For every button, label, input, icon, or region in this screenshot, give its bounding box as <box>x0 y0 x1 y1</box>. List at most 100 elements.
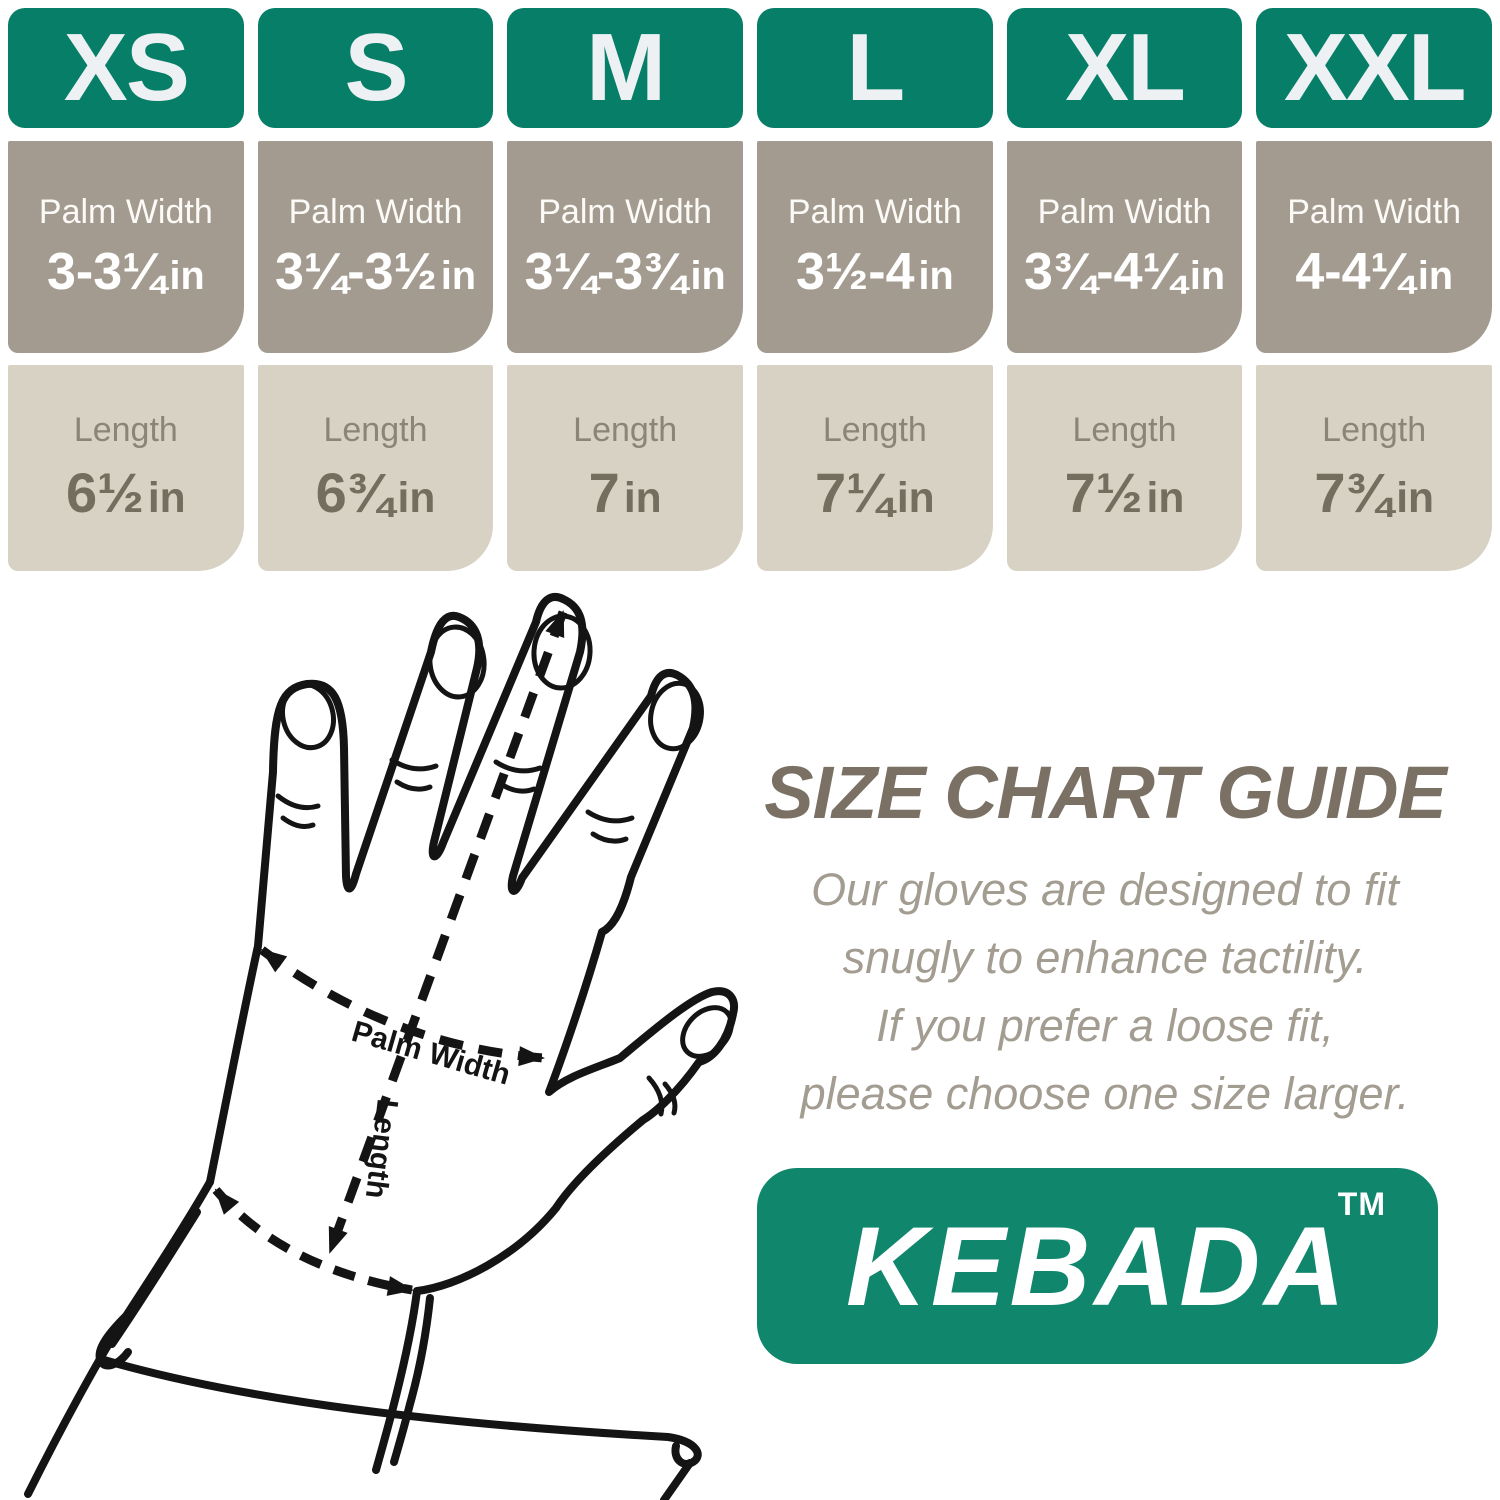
value-unit: in <box>147 474 186 522</box>
length-label: Length <box>323 411 428 449</box>
palm-width-value: 3¼-3½ in <box>275 242 476 302</box>
length-value: 7¼in <box>815 460 935 525</box>
guide-title: SIZE CHART GUIDE <box>764 751 1447 834</box>
value-unit: in <box>918 253 954 298</box>
value-number: 3¼-3½ <box>274 242 437 301</box>
length-value: 6½in <box>66 460 186 525</box>
value-unit: in <box>169 253 205 298</box>
palm-width-value: 3¾-4¼ in <box>1024 242 1225 302</box>
length-label: Length <box>822 411 927 449</box>
length-label: Length <box>573 411 678 449</box>
value-number: 7¼ <box>814 461 893 524</box>
length-value: 7¾in <box>1314 460 1434 525</box>
size-label: XS <box>63 14 190 121</box>
value-unit: in <box>623 474 662 522</box>
guide-text-line: If you prefer a loose fit, <box>876 1000 1334 1051</box>
size-header-xxl: XXL <box>1256 8 1492 128</box>
size-label: XXL <box>1283 14 1467 121</box>
length-cell: Length 6½in <box>8 365 244 571</box>
value-unit: in <box>896 474 935 522</box>
palm-width-measure-arrow <box>259 946 545 1067</box>
size-column-xxl: XXL Palm Width 4-4¼ in Length 7¾in <box>1256 8 1492 571</box>
brand-logo: KEBADA TM <box>757 1168 1438 1364</box>
fingernail <box>648 680 704 752</box>
length-cell: Length 7¼in <box>757 365 993 571</box>
palm-width-cell: Palm Width 3¼-3½ in <box>257 141 494 353</box>
size-label: XL <box>1065 14 1186 121</box>
value-unit: in <box>440 253 476 298</box>
size-column-xl: XL Palm Width 3¾-4¼ in Length 7½in <box>1006 8 1243 571</box>
length-cell: Length 6¾in <box>257 365 494 571</box>
thumbnail <box>680 1005 734 1059</box>
value-number: 3½-4 <box>796 242 915 301</box>
palm-width-cell: Palm Width 4-4¼ in <box>1256 141 1492 353</box>
length-label: Length <box>1072 411 1177 449</box>
value-unit: in <box>397 474 436 522</box>
value-unit: in <box>1189 253 1225 298</box>
guide-text-line: Our gloves are designed to fit <box>811 864 1399 915</box>
palm-width-label: Palm Width <box>1037 192 1212 231</box>
palm-width-cell: Palm Width 3½-4 in <box>757 141 993 353</box>
size-column-m: M Palm Width 3¼-3¾ in Length 7in <box>507 8 743 571</box>
value-number: 7¾ <box>1314 461 1393 524</box>
length-diagram-label: Length <box>359 1097 404 1200</box>
length-cell: Length 7¾in <box>1256 365 1492 571</box>
palm-width-value: 3¼-3¾ in <box>525 242 726 302</box>
trademark-symbol: TM <box>1337 1186 1386 1222</box>
size-header-xl: XL <box>1006 8 1243 128</box>
hand-outline <box>206 592 738 1474</box>
value-unit: in <box>1146 474 1185 522</box>
brand-name: KEBADA <box>845 1203 1350 1329</box>
palm-width-value: 3½-4 in <box>796 242 954 302</box>
value-number: 3¼-3¾ <box>524 242 687 301</box>
palm-width-label: Palm Width <box>538 192 713 231</box>
sleeve-right-inner-edge <box>390 1294 434 1466</box>
length-value: 7½in <box>1065 460 1185 525</box>
length-label: Length <box>1322 411 1427 449</box>
palm-width-label: Palm Width <box>1287 192 1462 231</box>
length-value: 6¾in <box>316 460 436 525</box>
palm-width-value: 3-3¼ in <box>47 242 205 302</box>
palm-width-value: 4-4¼ in <box>1295 242 1453 302</box>
palm-width-cell: Palm Width 3¼-3¾ in <box>507 141 743 353</box>
knuckle-crease <box>389 757 439 792</box>
value-unit: in <box>1417 253 1453 298</box>
size-label: S <box>344 14 408 121</box>
thumb-crease <box>646 1075 678 1117</box>
knuckle-crease <box>585 809 635 844</box>
size-header-l: L <box>757 8 993 128</box>
size-column-xs: XS Palm Width 3-3¼ in Length 6½in <box>8 8 244 571</box>
size-header-m: M <box>507 8 743 128</box>
guide-text: Our gloves are designed to fit snugly to… <box>740 856 1470 1128</box>
knuckle-crease <box>275 793 321 829</box>
value-number: 3¾-4¼ <box>1023 242 1186 301</box>
length-measure-arrow <box>325 610 568 1254</box>
palm-width-diagram-label: Palm Width <box>348 1015 514 1092</box>
value-number: 6½ <box>65 461 144 524</box>
size-column-s: S Palm Width 3¼-3½ in Length 6¾in <box>257 8 494 571</box>
length-value: 7in <box>589 460 662 525</box>
value-number: 7 <box>588 461 620 524</box>
guide-text-line: snugly to enhance tactility. <box>842 932 1368 983</box>
value-unit: in <box>1396 474 1434 522</box>
size-label: L <box>846 14 906 121</box>
palm-width-cell: Palm Width 3-3¼ in <box>8 141 244 353</box>
value-number: 3-3¼ <box>47 242 166 301</box>
length-label: Length <box>73 411 178 449</box>
length-cell: Length 7½in <box>1006 365 1243 571</box>
size-column-l: L Palm Width 3½-4 in Length 7¼in <box>757 8 993 571</box>
value-unit: in <box>690 253 726 298</box>
wrist-measure-arrow <box>212 1187 414 1296</box>
sleeve-left-inner-edge <box>108 1208 201 1348</box>
size-header-s: S <box>257 8 494 128</box>
value-number: 4-4¼ <box>1295 242 1414 301</box>
size-header-xs: XS <box>8 8 244 128</box>
palm-width-label: Palm Width <box>787 192 962 231</box>
guide-text-line: please choose one size larger. <box>800 1068 1410 1119</box>
palm-width-label: Palm Width <box>288 192 463 231</box>
palm-width-cell: Palm Width 3¾-4¼ in <box>1006 141 1243 353</box>
length-cell: Length 7in <box>507 365 743 571</box>
size-label: M <box>586 14 666 121</box>
palm-width-label: Palm Width <box>38 192 213 231</box>
